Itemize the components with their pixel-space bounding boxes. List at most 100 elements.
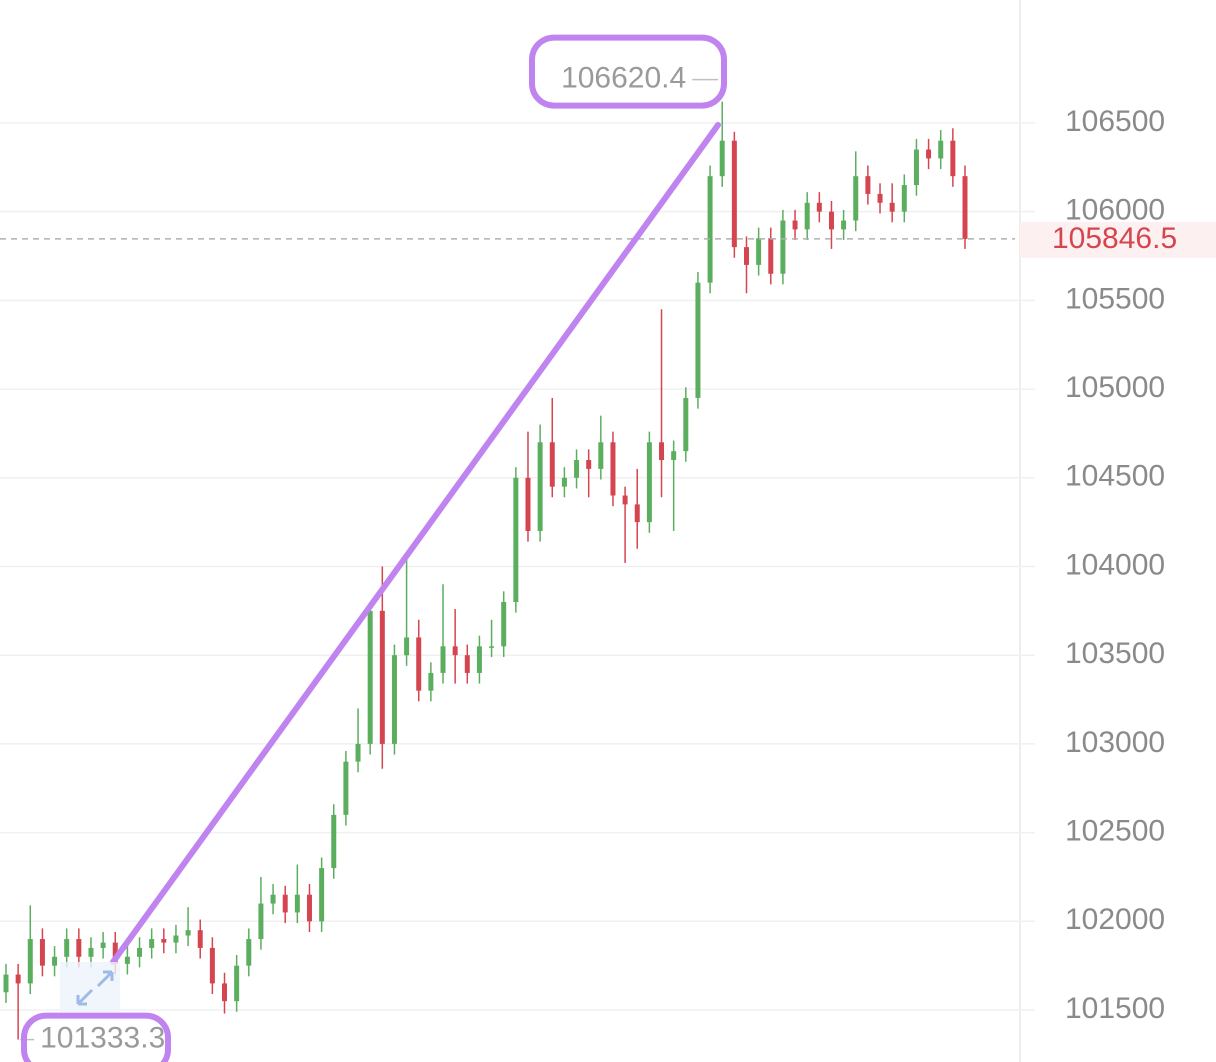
candle-body xyxy=(379,610,385,744)
candle-body xyxy=(646,442,652,523)
candle-body xyxy=(246,939,252,966)
candle-body xyxy=(828,211,834,230)
candle-body xyxy=(197,930,203,948)
candle-body xyxy=(306,894,312,922)
candle-body xyxy=(950,140,956,177)
candle-body xyxy=(598,442,604,469)
y-tick-label: 106000 xyxy=(1065,194,1165,227)
candle-body xyxy=(938,140,944,159)
candle-body xyxy=(39,939,45,966)
candle-body xyxy=(404,637,410,656)
y-tick-label: 105500 xyxy=(1065,282,1165,315)
candle-body xyxy=(294,894,300,913)
candle-body xyxy=(464,655,470,673)
candle-body xyxy=(865,176,871,194)
last-price-label: 105846.5 xyxy=(1052,222,1177,255)
candle-body xyxy=(258,903,264,940)
axis-panel xyxy=(1020,0,1216,1062)
candle-body xyxy=(270,894,276,904)
candle-body xyxy=(112,942,118,964)
candle-body xyxy=(222,983,228,1002)
candle-body xyxy=(64,939,70,957)
candle-body xyxy=(622,495,628,505)
candle-body xyxy=(756,238,762,265)
candle-body xyxy=(780,220,786,274)
candle-body xyxy=(913,149,919,186)
candle-body xyxy=(452,646,458,656)
candle-body xyxy=(367,610,373,744)
candle-body xyxy=(124,956,130,964)
candle-body xyxy=(743,247,749,265)
candle-body xyxy=(586,460,592,469)
candle-body xyxy=(841,220,847,230)
trend-line xyxy=(110,122,721,965)
candle-body xyxy=(525,477,531,531)
candle-body xyxy=(926,149,932,159)
candle-body xyxy=(671,451,677,461)
candle-body xyxy=(15,974,21,984)
y-tick-label: 102000 xyxy=(1065,903,1165,936)
candle-body xyxy=(731,140,737,248)
last-price-box xyxy=(1020,221,1216,258)
candle-body xyxy=(100,942,106,948)
resize-handle xyxy=(60,962,120,1012)
candle-body xyxy=(282,894,288,913)
candle-body xyxy=(537,442,543,531)
candle-body xyxy=(76,939,82,957)
candle-body xyxy=(149,939,155,948)
candle-body xyxy=(209,947,215,984)
candle-body xyxy=(52,956,58,966)
candle-body xyxy=(659,442,665,461)
candle-body xyxy=(489,646,495,648)
candle-body xyxy=(173,935,179,943)
y-tick-label: 102500 xyxy=(1065,815,1165,848)
candle-body xyxy=(501,601,507,647)
candle-body xyxy=(889,202,895,212)
candle-body xyxy=(331,814,337,869)
min-highlight xyxy=(21,1012,171,1062)
candle-body xyxy=(161,939,167,943)
max-label: 106620.4 xyxy=(561,62,686,95)
candle-body xyxy=(355,743,361,762)
candle-body xyxy=(416,637,422,691)
candle-body xyxy=(719,140,725,177)
candle-body xyxy=(185,930,191,936)
max-highlight xyxy=(529,34,727,109)
candle-body xyxy=(343,761,349,815)
min-label: 101333.3 xyxy=(40,1022,165,1055)
candle-body xyxy=(877,193,883,203)
candle-body xyxy=(574,460,580,478)
candle-body xyxy=(137,947,143,957)
candle-body xyxy=(707,176,713,283)
candle-body xyxy=(476,646,482,673)
y-tick-label: 103000 xyxy=(1065,726,1165,759)
candle-body xyxy=(962,176,968,239)
candle-body xyxy=(853,176,859,221)
y-tick-label: 105000 xyxy=(1065,371,1165,404)
candle-body xyxy=(234,965,240,1002)
candle-body xyxy=(319,868,325,922)
y-tick-label: 101500 xyxy=(1065,992,1165,1025)
y-tick-label: 103500 xyxy=(1065,637,1165,670)
candle-body xyxy=(816,202,822,212)
candle-body xyxy=(428,672,434,691)
y-tick-label: 104000 xyxy=(1065,548,1165,581)
y-tick-label: 104500 xyxy=(1065,460,1165,493)
candle-body xyxy=(3,974,9,993)
y-tick-label: 106500 xyxy=(1065,105,1165,138)
candle-body xyxy=(610,442,616,496)
candle-body xyxy=(683,397,689,452)
candle-body xyxy=(695,282,701,398)
candle-body xyxy=(561,477,567,487)
candle-body xyxy=(768,238,774,274)
candle-body xyxy=(513,477,519,602)
candle-body xyxy=(634,504,640,523)
candle-body xyxy=(804,202,810,230)
candle-body xyxy=(391,655,397,744)
resize-icon xyxy=(76,970,114,1006)
candle-body xyxy=(549,442,555,487)
candle-body xyxy=(440,646,446,673)
candle-body xyxy=(792,220,798,230)
candle-body xyxy=(88,947,94,957)
